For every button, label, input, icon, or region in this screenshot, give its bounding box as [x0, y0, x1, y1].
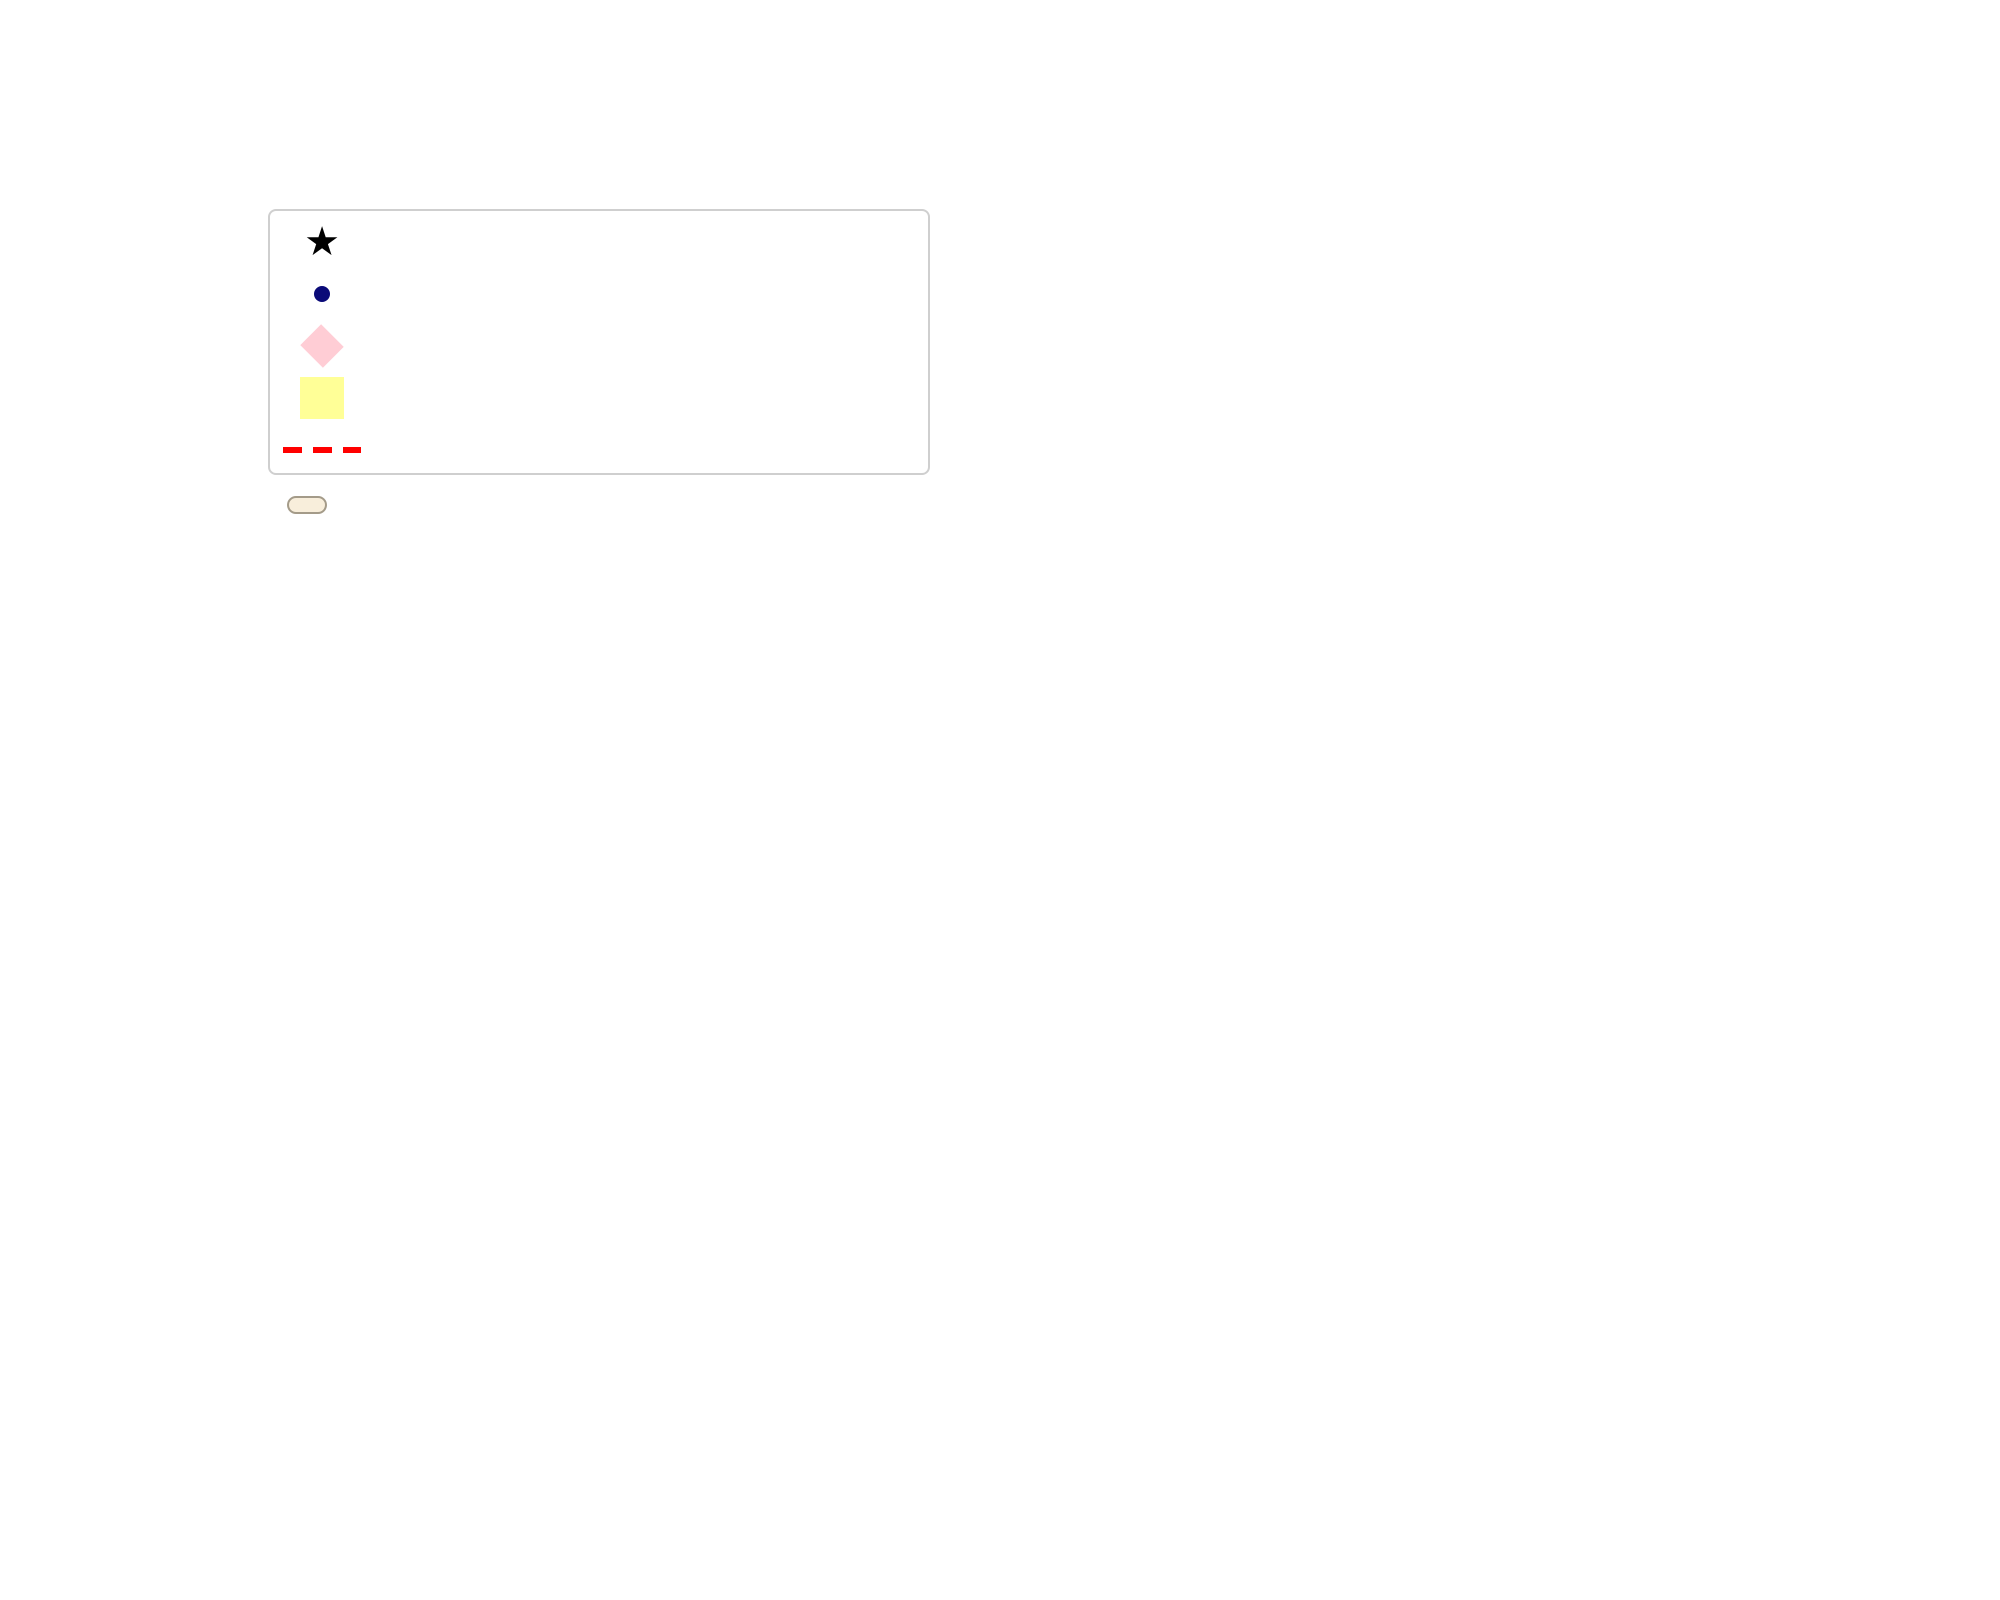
legend-item-observed-bounds [270, 424, 928, 476]
diamond-icon [270, 324, 374, 368]
legend-item-l-teff-domain [270, 372, 928, 424]
legend: ★ [268, 209, 930, 475]
legend-item-o1 [270, 268, 928, 320]
annotation-box [287, 496, 327, 514]
dot-icon [270, 286, 374, 302]
legend-item-r-domain [270, 320, 928, 372]
legend-item-fm: ★ [270, 216, 928, 268]
star-icon: ★ [304, 219, 340, 265]
square-icon [270, 377, 374, 419]
dashed-line-icon [270, 447, 374, 453]
